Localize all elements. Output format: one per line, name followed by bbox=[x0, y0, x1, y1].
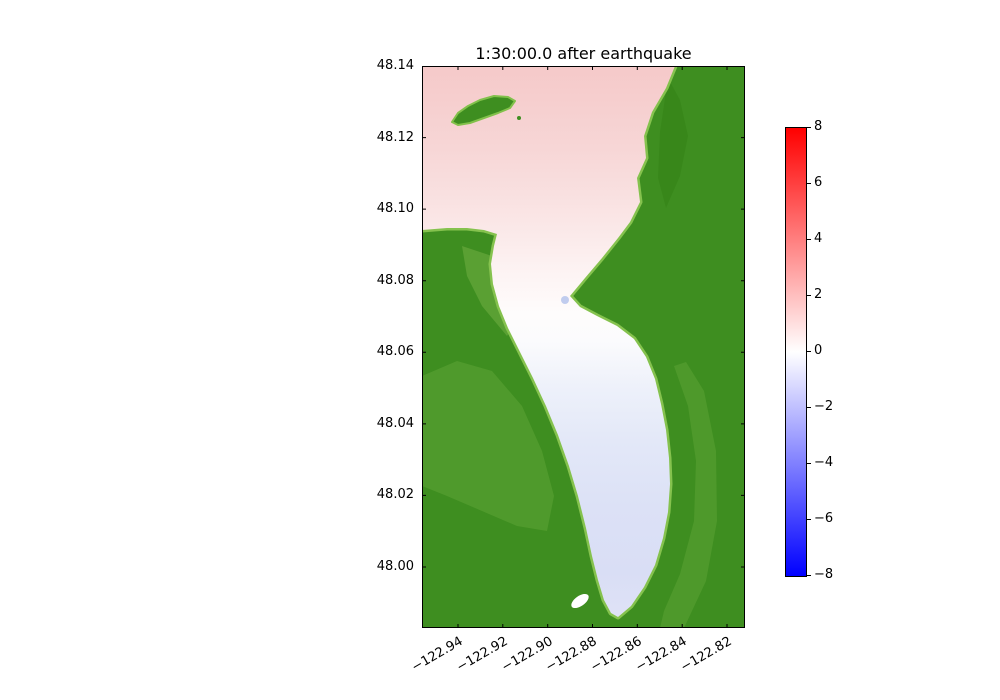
colorbar-tick-label: −8 bbox=[814, 567, 834, 582]
colorbar-tick bbox=[807, 519, 811, 520]
colorbar-tick bbox=[807, 127, 811, 128]
map-plot-area bbox=[419, 63, 745, 628]
colorbar-tick-label: −6 bbox=[814, 511, 834, 526]
y-tick-label: 48.00 bbox=[376, 559, 414, 574]
plot-title: 1:30:00.0 after earthquake bbox=[475, 44, 692, 63]
plot-border bbox=[422, 66, 745, 628]
gauge-dot bbox=[561, 296, 569, 304]
y-tick-label: 48.12 bbox=[376, 130, 414, 145]
colorbar-tick-label: 2 bbox=[814, 287, 823, 302]
colorbar bbox=[785, 127, 807, 577]
terrain-shading-patch bbox=[658, 78, 688, 208]
colorbar-tick-label: 0 bbox=[814, 343, 823, 358]
colorbar-tick bbox=[807, 295, 811, 296]
colorbar-tick-label: 6 bbox=[814, 175, 823, 190]
terrain-shading-patch bbox=[660, 362, 717, 628]
colorbar-tick bbox=[807, 407, 811, 408]
terrain-shading-patch bbox=[422, 361, 554, 531]
colorbar-tick-label: −2 bbox=[814, 399, 834, 414]
island bbox=[451, 95, 516, 126]
y-tick-label: 48.08 bbox=[376, 273, 414, 288]
map-svg bbox=[419, 63, 745, 628]
colorbar-tick bbox=[807, 575, 811, 576]
colorbar-tick bbox=[807, 463, 811, 464]
y-tick-label: 48.10 bbox=[376, 201, 414, 216]
islet-dot bbox=[517, 116, 521, 120]
colorbar-tick bbox=[807, 239, 811, 240]
water-area bbox=[422, 66, 675, 617]
colorbar-tick bbox=[807, 351, 811, 352]
y-tick-label: 48.06 bbox=[376, 344, 414, 359]
colorbar-tick-label: −4 bbox=[814, 455, 834, 470]
colorbar-tick bbox=[807, 183, 811, 184]
colorbar-tick-label: 4 bbox=[814, 231, 823, 246]
y-tick-label: 48.04 bbox=[376, 416, 414, 431]
y-tick-label: 48.14 bbox=[376, 58, 414, 73]
colorbar-tick-label: 8 bbox=[814, 119, 823, 134]
sand-spit bbox=[571, 593, 589, 609]
y-tick-label: 48.02 bbox=[376, 487, 414, 502]
